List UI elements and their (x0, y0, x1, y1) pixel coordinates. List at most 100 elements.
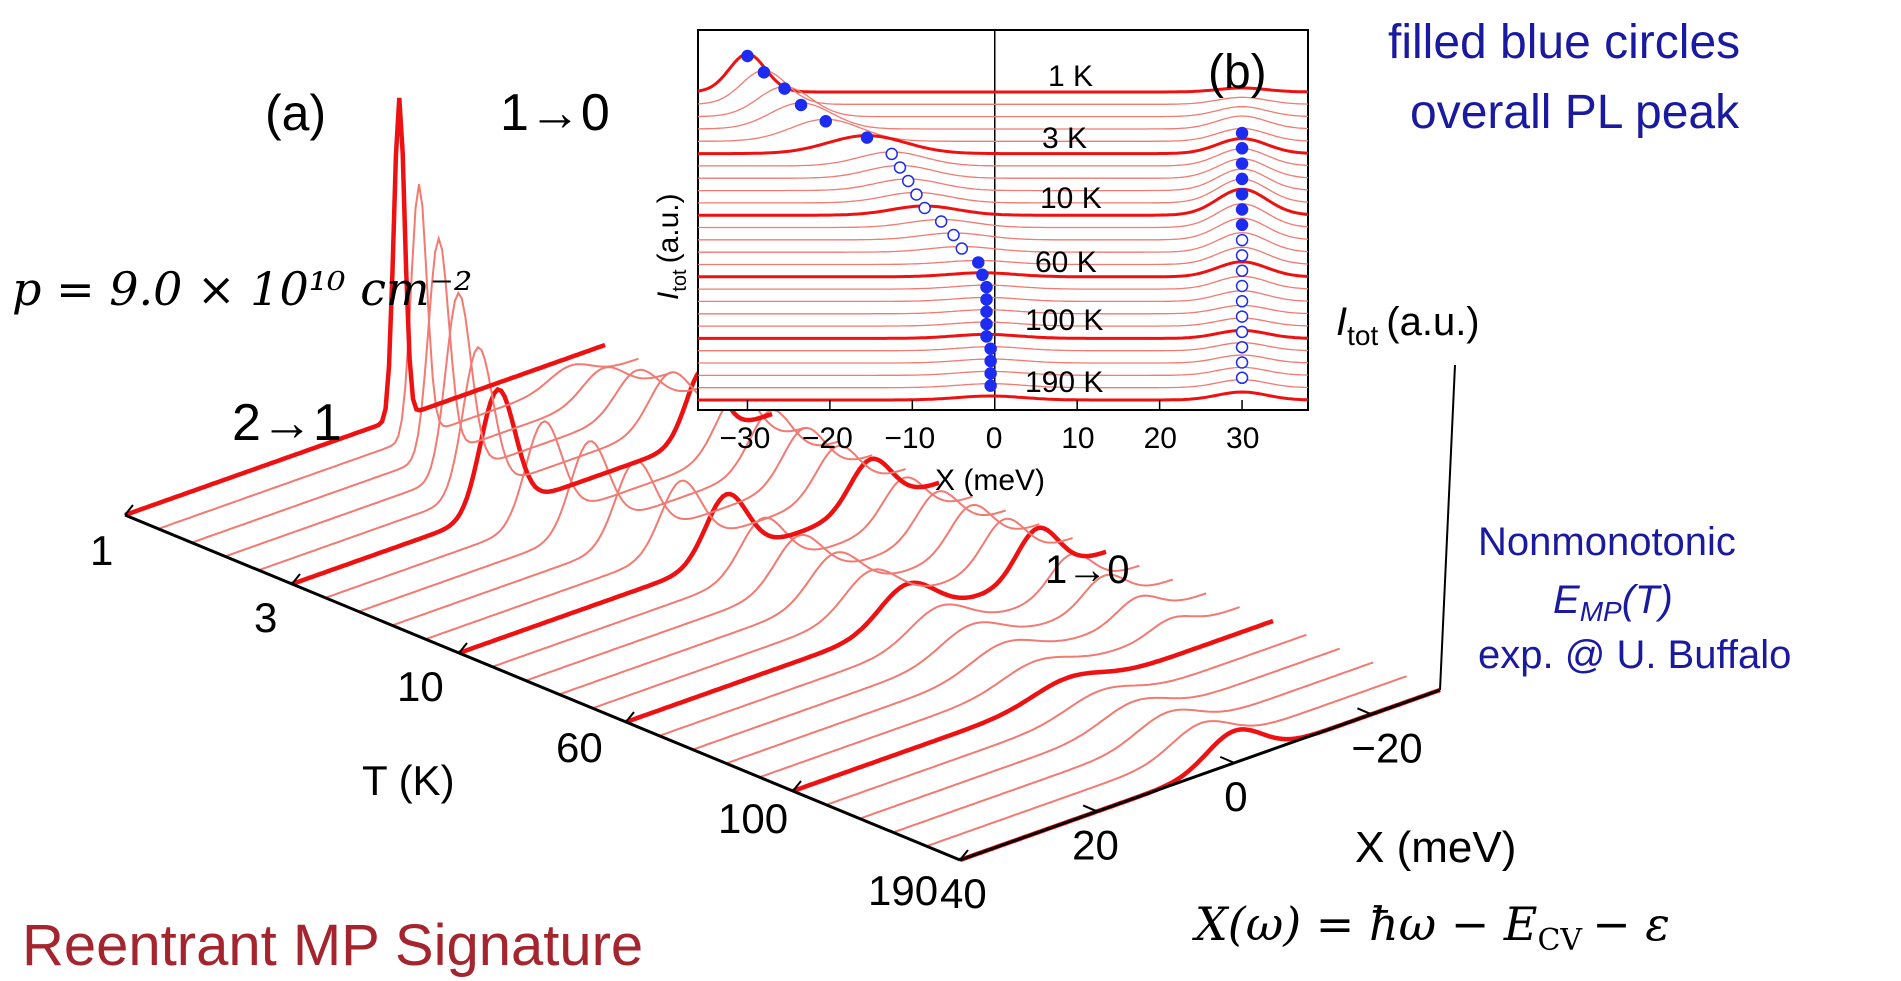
t-tick-label: 1 (90, 527, 113, 574)
x-axis-tick (1357, 707, 1372, 716)
x-tick-label: −20 (1351, 724, 1422, 771)
i-axis-label-main: I (1336, 300, 1347, 344)
peak-marker-open (1235, 371, 1249, 385)
x-axis-label: X (meV) (1355, 823, 1516, 872)
peak-label-1-0: 1→0 (500, 84, 610, 142)
t-axis-line (124, 513, 961, 862)
inset-curve (698, 354, 1309, 364)
peak-label-1-0-right: 1→0 (1045, 548, 1130, 592)
spectrum-curve (258, 345, 739, 572)
annotation-emp-sub: MP (1580, 596, 1622, 627)
spectrum-curve (492, 476, 973, 668)
inset-curve-bold (698, 134, 1309, 156)
spectrum-curve (592, 517, 1073, 710)
t-axis-tick (792, 780, 802, 792)
t-tick-label: 190 (868, 867, 938, 914)
peak-marker-filled (984, 342, 997, 355)
inset-curve-label: 1 K (1048, 60, 1093, 93)
inset-curve (698, 379, 1309, 389)
inset-x-tick-label: 10 (1061, 422, 1094, 455)
inset-curve-label: 100 K (1025, 304, 1103, 337)
panel-a-label: (a) (265, 85, 326, 141)
peak-marker-filled (980, 293, 993, 306)
t-tick-label: 3 (254, 594, 277, 641)
i-axis-label: Itot (a.u.) (1336, 300, 1480, 351)
spectrum-curve (158, 184, 639, 530)
inset-curve (698, 290, 1309, 303)
inset-curve-label: 3 K (1042, 122, 1087, 155)
inset-curve (697, 69, 1309, 105)
spectrum-curve (659, 552, 1140, 737)
peak-marker-open (1235, 264, 1249, 277)
inset-panel-b: 1 K 3 K 10 K 60 K 100 K 190 K −30 −20 −10 0 10 20 3… (697, 29, 1309, 455)
x-omega-formula: X(ω) = ħω − ECV − ε (1192, 897, 1670, 958)
t-axis-tick (458, 642, 468, 654)
inset-curve-bold (698, 187, 1309, 217)
inset-curve (698, 246, 1309, 266)
inset-curve (698, 148, 1309, 167)
peak-marker-filled (980, 305, 993, 319)
inset-curve-bold (698, 390, 1309, 402)
spectrum-curve (826, 633, 1307, 806)
spectrum-curve (224, 290, 706, 558)
peak-marker-filled (1235, 142, 1249, 155)
inset-curve (698, 232, 1309, 253)
peak-marker-filled (1235, 157, 1249, 170)
peak-marker-filled (1235, 203, 1249, 216)
peak-marker-filled (1235, 218, 1249, 232)
t-tick-label: 60 (556, 724, 603, 771)
spectrum-curve (191, 235, 673, 544)
panel-b-label: (b) (1208, 46, 1267, 99)
peak-marker-open (1235, 310, 1249, 323)
peak-marker-filled (976, 268, 989, 282)
inset-curve-bold (698, 328, 1309, 340)
x-axis-tick (945, 853, 961, 861)
peak-marker-filled (860, 131, 874, 144)
i-axis-label-unit: (a.u.) (1386, 300, 1479, 344)
spectrum-curve (525, 490, 1007, 682)
inset-y-label-main: I (652, 292, 685, 300)
waterfall-panel-a (124, 97, 1441, 863)
t-tick-label: 10 (397, 663, 444, 710)
inset-y-label-unit: (a.u.) (652, 193, 685, 263)
spectrum-curve (759, 606, 1240, 779)
inset-curve (698, 275, 1309, 290)
peak-marker-filled (980, 330, 993, 343)
inset-curve (698, 168, 1309, 192)
peak-marker-open (910, 188, 923, 201)
peak-marker-filled (984, 354, 997, 368)
peak-marker-open (1235, 279, 1249, 293)
spectrum-curve (892, 661, 1374, 834)
peak-marker-filled (984, 367, 997, 380)
inset-x-tick-label: −30 (719, 422, 770, 455)
annotation-blue-circles-1: filled blue circles (1388, 16, 1740, 69)
peak-marker-filled (972, 256, 985, 269)
spectrum-curve-bold (792, 618, 1274, 794)
x-tick-label: 20 (1072, 821, 1119, 868)
peak-marker-open (918, 201, 931, 215)
peak-marker-filled (778, 82, 791, 95)
peak-marker-open (901, 174, 915, 188)
t-axis-tick (625, 711, 635, 723)
signature-title: Reentrant MP Signature (22, 913, 643, 978)
formula-sub: CV (1537, 923, 1583, 958)
peak-marker-filled (819, 115, 833, 128)
inset-curve (698, 342, 1309, 352)
peak-marker-filled (1235, 187, 1249, 201)
peak-marker-filled (980, 317, 993, 331)
inset-curve (698, 366, 1309, 377)
formula-end: − ε (1592, 897, 1670, 951)
annotation-emp-end: (T) (1622, 578, 1673, 622)
spectrum-curve-bold (625, 525, 1107, 725)
annotation-nonmono-2: EMP(T) (1553, 578, 1673, 627)
x-tick-label: 0 (1224, 773, 1247, 820)
inset-curve (698, 203, 1309, 229)
formula-main: X(ω) = ħω − E (1192, 897, 1537, 951)
t-axis-label: T (K) (362, 757, 455, 804)
inset-x-tick-label: 0 (986, 422, 1003, 455)
i-axis-label-sub: tot (1347, 320, 1378, 351)
t-axis-ticks: 1 3 10 60 100 190 (90, 504, 969, 914)
spectrum-curve (391, 426, 873, 627)
inset-curve (698, 217, 1309, 241)
